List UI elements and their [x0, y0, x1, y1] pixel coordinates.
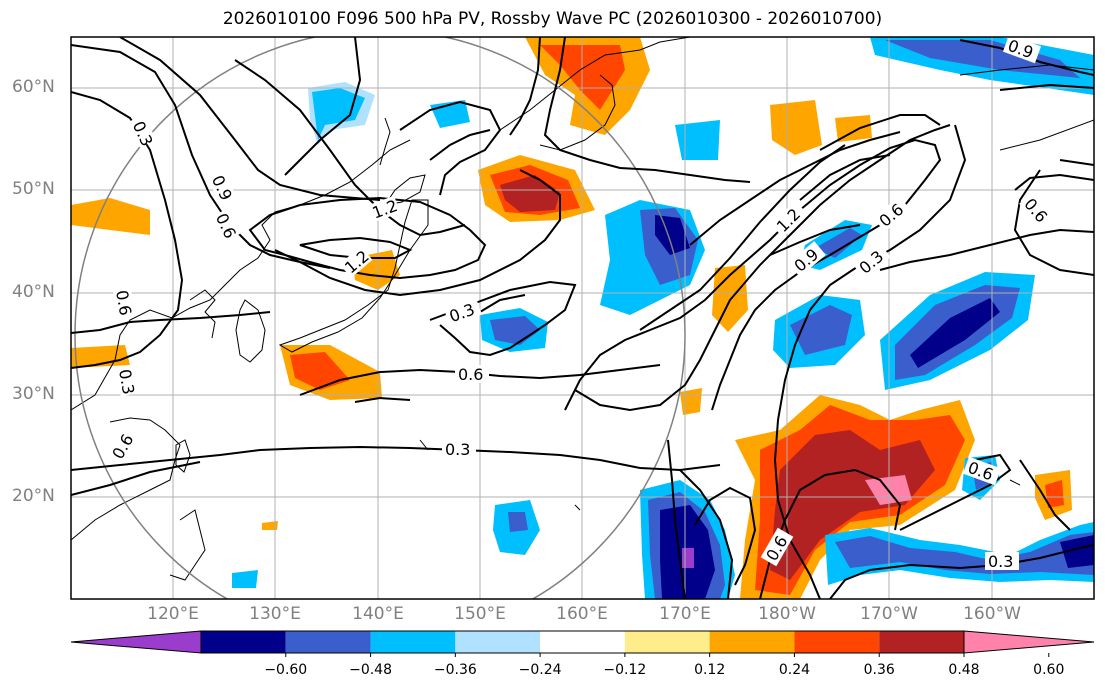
radius-circle: [74, 37, 686, 599]
graticule: [71, 37, 1094, 599]
map-frame: [70, 36, 1095, 600]
pv-contours: [71, 37, 1094, 599]
lat-label-20n: 20°N: [12, 486, 55, 506]
contour-label-0.6-d: 0.6: [458, 365, 483, 384]
lon-label-150e: 150°E: [454, 604, 506, 624]
colorbar-tick-label: −0.48: [349, 662, 392, 678]
lat-label-60n: 60°N: [12, 77, 55, 97]
lon-label-170w: 170°W: [860, 604, 918, 624]
colorbar-tick-label: 0.48: [948, 662, 980, 678]
lat-label-40n: 40°N: [12, 282, 55, 302]
colorbar-tick-label: −0.24: [518, 662, 562, 678]
colorbar-tick-label: 0.12: [694, 662, 726, 678]
map-title: 2026010100 F096 500 hPa PV, Rossby Wave …: [222, 9, 883, 29]
lon-label-160w: 160°W: [963, 604, 1021, 624]
lat-label-50n: 50°N: [12, 179, 55, 199]
lon-label-160e: 160°E: [556, 604, 608, 624]
lat-label-30n: 30°N: [12, 384, 55, 404]
lon-label-140e: 140°E: [352, 604, 404, 624]
lon-label-130e: 130°E: [249, 604, 301, 624]
colorbar-tick-label: 0.36: [863, 662, 895, 678]
colorbar-tick-label: −0.60: [264, 662, 308, 678]
contour-label-0.3-f: 0.3: [988, 552, 1013, 571]
contour-label-0.6-b: 0.6: [112, 289, 135, 317]
lon-label-180w: 180°W: [758, 604, 816, 624]
colorbar-tick-label: −0.12: [603, 662, 647, 678]
contour-label-0.3-d: 0.3: [445, 440, 470, 459]
lon-label-120e: 120°E: [147, 604, 199, 624]
lon-label-170e: 170°E: [659, 604, 711, 624]
contour-label-0.3-b: 0.3: [115, 368, 138, 396]
colorbar-tick-label: 0.60: [1033, 662, 1065, 678]
colorbar-tick-label: 0.24: [778, 662, 811, 678]
colorbar-tick-label: −0.36: [433, 662, 477, 678]
